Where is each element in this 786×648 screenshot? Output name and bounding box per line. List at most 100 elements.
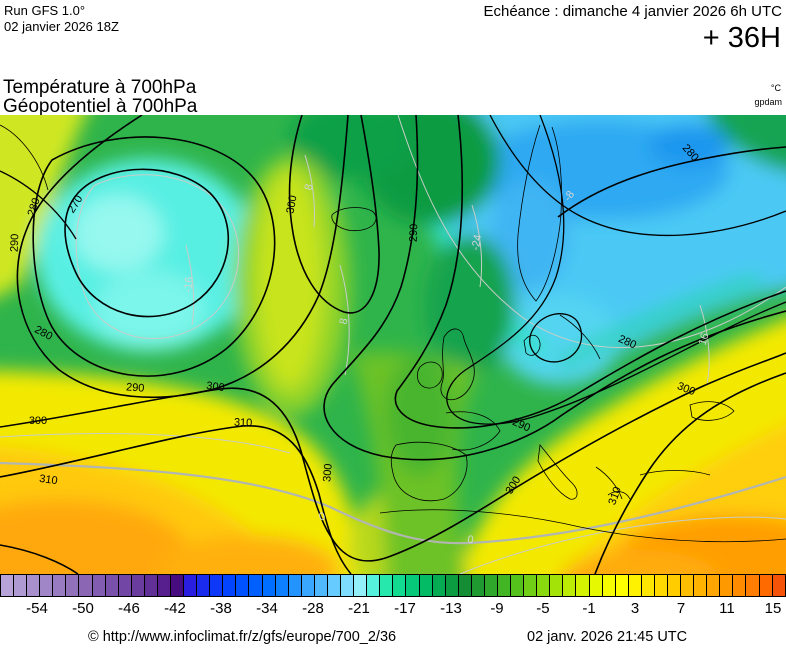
color-scale-tick: -21 <box>348 600 370 617</box>
color-scale-cell <box>497 575 512 596</box>
color-scale-cell <box>171 575 185 596</box>
color-scale-cell <box>511 575 525 596</box>
color-scale-cell <box>641 575 655 596</box>
temperature-contour-label: 8 <box>303 183 316 192</box>
color-scale-cell <box>654 575 668 596</box>
color-scale-cell <box>667 575 682 596</box>
color-scale-cell <box>524 575 538 596</box>
color-scale-cell <box>301 575 315 596</box>
color-scale-cell <box>105 575 119 596</box>
color-scale-tick: -1 <box>582 600 596 617</box>
temperature-contour-label: 8 <box>338 317 351 325</box>
geopotential-contour-label: 310 <box>234 417 253 430</box>
color-scale-cell <box>694 575 708 596</box>
color-scale-cell <box>66 575 80 596</box>
color-scale-cell <box>380 575 394 596</box>
temperature-contour-label: -24 <box>470 234 485 252</box>
run-date-label: 02 janvier 2026 18Z <box>4 19 119 34</box>
color-scale-cell <box>615 575 629 596</box>
color-scale-cell <box>563 575 577 596</box>
color-scale-cell <box>288 575 302 596</box>
geopotential-contour-label: 290 <box>126 381 145 394</box>
color-scale-cell <box>314 575 328 596</box>
geopotential-contour-label: 300 <box>205 380 225 394</box>
color-scale-tick: -28 <box>302 600 324 617</box>
color-scale-tick: -46 <box>118 600 140 617</box>
temperature-contours <box>0 115 786 574</box>
color-scale-cell <box>367 575 381 596</box>
geopotential-contour-label: 310 <box>606 485 624 506</box>
map-title-geopotential: Géopotentiel à 700hPa <box>3 96 198 117</box>
color-scale-cell <box>27 575 41 596</box>
geopotential-contour-label: 300 <box>29 415 47 427</box>
geo-unit-label: gpdam <box>754 97 782 107</box>
color-scale-cell <box>341 575 355 596</box>
color-scale-cell <box>707 575 721 596</box>
geopotential-contour-label: 310 <box>38 473 58 487</box>
color-scale-cell <box>759 575 773 596</box>
temperature-contour-label: 16 <box>697 332 712 347</box>
color-scale-cell <box>537 575 551 596</box>
color-scale-tick: -54 <box>26 600 48 617</box>
color-scale-tick: -34 <box>256 600 278 617</box>
color-scale-cell <box>550 575 564 596</box>
color-scale-cell <box>733 575 747 596</box>
run-model-label: Run GFS 1.0° <box>4 3 86 18</box>
issued-time-label: 02 janv. 2026 21:45 UTC <box>527 629 688 645</box>
color-scale-cell <box>275 575 289 596</box>
color-scale-cell <box>576 575 590 596</box>
color-scale-cell <box>14 575 28 596</box>
color-scale-ticks: -54 -50 -46 -42 -38 -34 -28 -21 -17 -13 -9 -5 -1 3 7 11… <box>0 600 786 617</box>
color-scale-cell <box>79 575 93 596</box>
color-scale-cell <box>681 575 695 596</box>
color-scale-tick: -50 <box>72 600 94 617</box>
map-title-temperature: Température à 700hPa <box>3 77 197 98</box>
geopotential-contour-label: 300 <box>285 194 300 214</box>
color-scale-cell <box>40 575 54 596</box>
color-scale-tick: 11 <box>719 600 735 617</box>
color-scale-cell <box>327 575 342 596</box>
forecast-hour-label: + 36H <box>702 22 781 54</box>
color-scale-cell <box>772 575 785 596</box>
temp-unit-label: °C <box>770 83 781 93</box>
color-scale-cell <box>92 575 106 596</box>
color-scale-tick: -38 <box>210 600 232 617</box>
color-scale-tick: -13 <box>440 600 462 617</box>
color-scale-cell <box>471 575 485 596</box>
color-scale-cell <box>458 575 472 596</box>
color-scale-cell <box>1 575 15 596</box>
geopotential-contour-label: 290 <box>9 234 22 253</box>
color-scale-cell <box>144 575 158 596</box>
temperature-contour-label: -16 <box>182 276 195 293</box>
color-scale-cell <box>262 575 276 596</box>
color-scale-tick: 3 <box>630 600 640 617</box>
temperature-field <box>0 115 786 574</box>
color-scale-cell <box>236 575 250 596</box>
temperature-contour-label: 0 <box>467 534 475 547</box>
geopotential-contour-label: 300 <box>321 463 335 482</box>
source-url-label: © http://www.infoclimat.fr/z/gfs/europe/… <box>88 629 397 645</box>
color-scale-cell <box>184 575 198 596</box>
color-scale-cell <box>484 575 498 596</box>
color-scale-tick: 7 <box>676 600 686 617</box>
color-scale-cell <box>131 575 145 596</box>
color-scale-cell <box>589 575 603 596</box>
color-scale-cell <box>720 575 734 596</box>
color-scale-cell <box>354 575 368 596</box>
color-scale-tick: -5 <box>536 600 550 617</box>
color-scale-cell <box>602 575 616 596</box>
color-scale-cell <box>628 575 642 596</box>
color-scale-tick: -42 <box>164 600 186 617</box>
temperature-contour-label: 0 <box>318 511 327 524</box>
color-scale-tick: -9 <box>490 600 504 617</box>
color-scale-tick: -17 <box>394 600 416 617</box>
geopotential-contour-label: 290 <box>408 224 421 243</box>
color-scale-cell <box>197 575 211 596</box>
map-canvas: -16 8 8 -24 16 0 -8 0 280 270 300 290 290 280 290 300 3… <box>0 115 786 574</box>
color-scale-tick: 15 <box>764 600 782 617</box>
color-scale-cell <box>157 575 172 596</box>
